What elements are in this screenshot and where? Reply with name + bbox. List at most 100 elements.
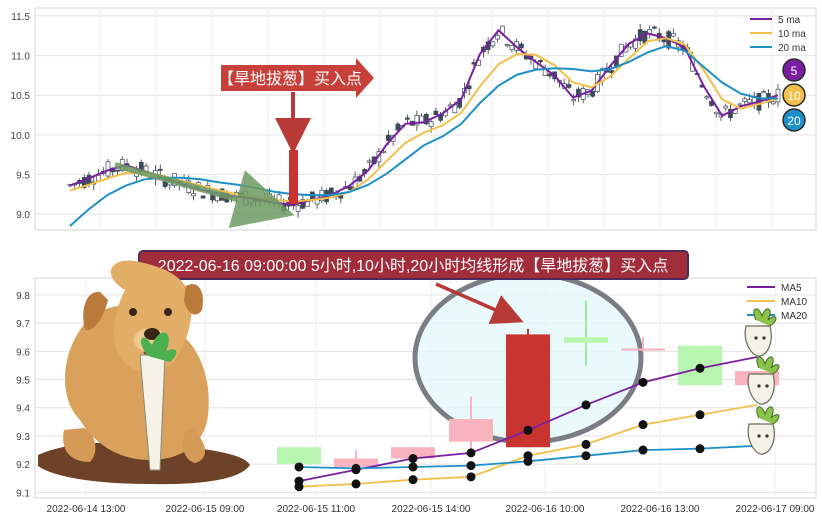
bottom-ma-point [408,462,418,472]
top-candle [652,26,657,29]
bottom-ma-point [695,410,705,420]
bottom-x-tick: 2022-06-15 11:00 [277,504,356,515]
top-y-tick: 11.5 [11,12,30,23]
signal-pointer-arrow [435,282,524,325]
bottom-x-tick: 2022-06-17 09:00 [736,504,815,515]
top-candle [490,41,496,47]
bottom-y-tick: 9.5 [16,376,30,387]
top-legend: 5 ma 10 ma 20 ma [750,15,806,54]
bottom-candle [391,447,435,459]
top-candle [115,169,120,172]
signal-title-banner: 2022-06-16 09:00:00 5小时,10小时,20小时均线形成【旱地… [138,250,689,280]
top-candle [414,115,420,126]
bottom-ma-point [581,400,591,410]
top-candle [704,96,710,99]
legend-ma10: MA10 [781,297,808,308]
top-candle [367,160,372,163]
bottom-y-tick: 9.6 [16,347,30,358]
bottom-x-tick: 2022-06-16 10:00 [506,504,585,515]
top-candle [723,105,729,109]
bottom-y-tick: 9.7 [16,319,30,330]
bottom-ma-point [466,472,476,482]
legend-20ma: 20 ma [778,43,806,54]
top-candle [328,187,334,195]
top-candle [519,43,524,49]
top-candle [466,85,472,90]
top-candle [571,98,577,102]
bottom-x-tick: 2022-06-16 13:00 [621,504,700,515]
top-candle [433,110,439,115]
top-candle [300,199,306,209]
top-y-tick: 11.0 [11,52,30,63]
bottom-ma-point [351,479,361,489]
svg-text:5: 5 [791,64,798,78]
legend-10ma: 10 ma [778,29,806,40]
bottom-y-axis: 9.1 9.2 9.3 9.4 9.5 9.6 9.7 9.8 [16,291,30,499]
legend-ma20: MA20 [781,311,808,322]
bottom-ma-point [351,463,361,473]
bottom-ma-lines [294,356,758,492]
legend-ma5: MA5 [781,283,802,294]
top-candle [191,193,196,197]
bottom-y-tick: 9.4 [16,404,30,415]
top-candle [538,60,543,63]
bottom-ma-point [581,451,591,461]
bottom-ma-point [638,445,648,455]
bottom-ma-point [581,439,591,449]
bottom-ma-point [408,454,418,464]
top-candle [386,134,391,141]
top-candle [661,39,667,43]
buy-point-callout: 【旱地拔葱】买入点 [218,58,374,98]
bottom-ma-point [408,475,418,485]
bottom-candle [621,348,665,351]
ma-badge-10: 10 [782,83,806,107]
top-candle [424,113,429,125]
ma-badge-20: 20 [782,108,806,132]
top-candle [770,101,776,105]
top-y-tick: 9.0 [16,210,30,221]
bottom-x-tick: 2022-06-14 13:00 [47,504,126,515]
bottom-ma-point [638,420,648,430]
top-candle [742,98,748,102]
top-candle [713,111,719,115]
top-candle [347,186,353,191]
bottom-y-tick: 9.8 [16,291,30,302]
top-candle [576,88,581,98]
top-y-tick: 9.5 [16,171,30,182]
top-price-chart: 9.0 9.5 10.0 10.5 11.0 11.5 【旱地拔葱】买入点 5 ma 10… [11,7,817,231]
top-candle [566,84,572,88]
top-candle [509,45,515,50]
buy-signal-candle [289,150,298,204]
top-ma-line-2 [69,45,778,227]
bottom-y-tick: 9.2 [16,460,30,471]
scallion-icon-1 [744,308,777,357]
bottom-ma-point [523,425,533,435]
bottom-candle [277,447,321,465]
legend-5ma: 5 ma [778,15,801,26]
top-candle [547,73,553,77]
bottom-ma-point [523,456,533,466]
bottom-ma-point [695,444,705,454]
top-candle [395,123,401,131]
bottom-ma-point [466,461,476,471]
top-y-tick: 10.5 [11,91,31,102]
bottom-price-chart: 9.1 9.2 9.3 9.4 9.5 9.6 9.7 9.8 2022-06-14 13:0… [16,250,817,515]
top-candle [590,90,596,97]
top-y-tick: 10.0 [11,131,31,142]
top-candle [276,194,282,203]
bottom-x-tick: 2022-06-15 14:00 [392,504,471,515]
svg-text:10: 10 [787,89,801,103]
scallion-icon-3 [747,406,780,455]
bottom-y-tick: 9.1 [16,488,30,499]
scallion-icon-2 [747,356,780,405]
bottom-ma-point [466,448,476,458]
top-candle [495,35,501,40]
top-candle [295,205,301,212]
svg-text:20: 20 [787,114,801,128]
signal-title: 2022-06-16 09:00:00 5小时,10小时,20小时均线形成【旱地… [158,257,668,275]
bottom-candle [334,458,378,467]
top-candle [157,168,163,171]
buy-point-callout-label: 【旱地拔葱】买入点 [218,70,362,88]
top-candle [737,103,743,106]
